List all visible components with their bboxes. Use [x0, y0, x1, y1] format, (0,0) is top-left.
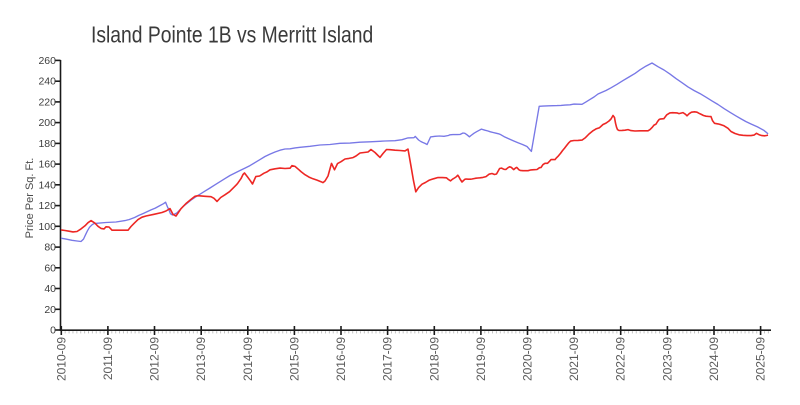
svg-text:Price Per Sq. Ft.: Price Per Sq. Ft.: [24, 158, 36, 239]
svg-text:120: 120: [38, 200, 56, 212]
svg-text:2013-09: 2013-09: [194, 337, 208, 381]
svg-text:100: 100: [38, 221, 56, 233]
svg-text:20: 20: [44, 304, 56, 316]
svg-text:2021-09: 2021-09: [567, 337, 581, 381]
svg-text:40: 40: [44, 283, 56, 295]
svg-text:2016-09: 2016-09: [334, 337, 348, 381]
svg-text:2014-09: 2014-09: [241, 337, 255, 381]
svg-text:240: 240: [38, 76, 56, 88]
svg-text:2010-09: 2010-09: [54, 337, 68, 381]
svg-text:2020-09: 2020-09: [521, 337, 535, 381]
svg-text:2012-09: 2012-09: [148, 337, 162, 381]
svg-text:160: 160: [38, 159, 56, 171]
svg-text:2024-09: 2024-09: [707, 337, 721, 381]
svg-text:2017-09: 2017-09: [381, 337, 395, 381]
svg-text:2011-09: 2011-09: [101, 337, 115, 380]
svg-text:0: 0: [50, 325, 56, 337]
svg-text:2018-09: 2018-09: [427, 337, 441, 381]
svg-text:80: 80: [44, 242, 56, 254]
svg-text:2019-09: 2019-09: [474, 337, 488, 381]
svg-text:180: 180: [38, 138, 56, 150]
svg-text:2023-09: 2023-09: [660, 337, 674, 381]
svg-text:2015-09: 2015-09: [287, 337, 301, 381]
svg-text:60: 60: [44, 262, 56, 274]
svg-text:2022-09: 2022-09: [614, 337, 628, 381]
svg-text:140: 140: [38, 179, 56, 191]
svg-text:2025-09: 2025-09: [754, 337, 768, 381]
svg-text:260: 260: [38, 55, 56, 67]
svg-text:200: 200: [38, 117, 56, 129]
svg-text:220: 220: [38, 96, 56, 108]
svg-text:Island Pointe 1B vs Merritt Is: Island Pointe 1B vs Merritt Island: [91, 22, 373, 48]
